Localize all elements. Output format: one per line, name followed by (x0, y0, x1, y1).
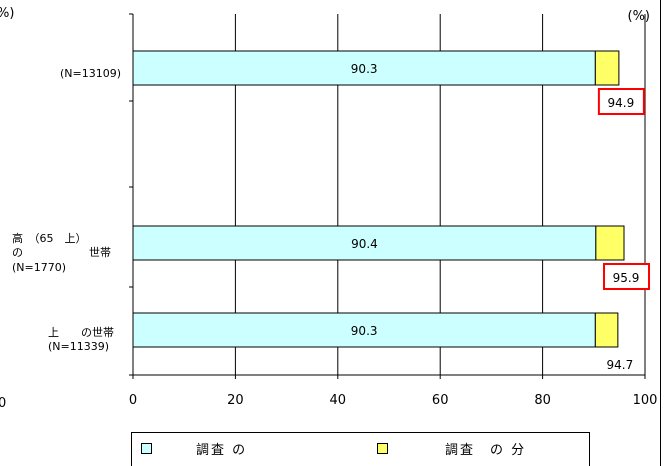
category-label: (N=1770) (12, 261, 66, 274)
total-label: 94.9 (608, 96, 635, 110)
right-frame-border (660, 0, 661, 466)
unit-label: (%) (628, 9, 651, 24)
x-tick-label: 60 (432, 393, 449, 408)
legend-label-1: 調査 の (196, 443, 248, 458)
x-tick-label: 20 (227, 393, 244, 408)
category-label: 上 の世帯 (48, 326, 114, 339)
total-highlight-box-0 (597, 88, 645, 115)
legend-swatch-1 (141, 443, 152, 454)
category-label: (N=13109) (60, 67, 121, 80)
category-label: 高 （65 上） (12, 231, 87, 245)
zero-label-left-cut: 0 (0, 396, 6, 411)
legend: 調査 の 調査 の 分 (131, 432, 590, 466)
unit-label-left-cut: %) (0, 6, 14, 21)
x-tick-label: 0 (129, 393, 137, 408)
category-label: (N=11339) (48, 340, 109, 353)
x-tick-label: 100 (633, 393, 658, 408)
bar-segment-2-0 (594, 50, 620, 86)
bar-value-label: 90.3 (351, 62, 378, 76)
bar-value-label: 90.3 (351, 324, 378, 338)
legend-label-2: 調査 の 分 (445, 443, 527, 458)
total-highlight-box-1 (603, 263, 651, 290)
bar-segment-1-0 (132, 50, 596, 86)
total-label: 95.9 (613, 271, 640, 285)
category-label: の 世帯 (12, 246, 111, 259)
bar-value-label: 90.4 (351, 237, 378, 251)
bar-segment-2-2 (594, 312, 619, 348)
x-tick-label: 40 (330, 393, 347, 408)
bar-segment-2-1 (595, 225, 625, 261)
x-tick-label: 80 (534, 393, 551, 408)
total-label: 94.7 (607, 358, 634, 372)
bar-segment-1-1 (132, 225, 597, 261)
legend-swatch-2 (377, 443, 388, 454)
